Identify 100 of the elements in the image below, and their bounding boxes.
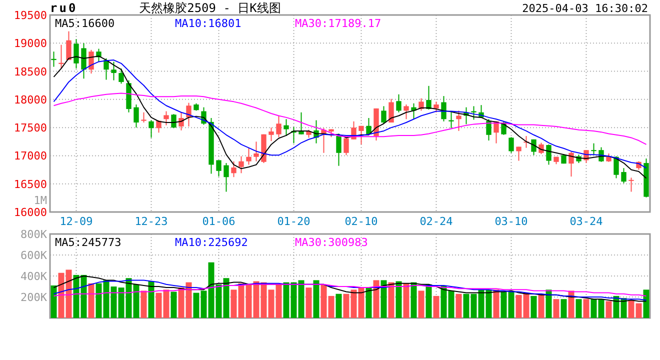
line-series — [53, 284, 647, 296]
x-tick-label: 03-10 — [494, 215, 528, 228]
bar — [560, 299, 567, 318]
candlestick — [284, 118, 289, 137]
candlestick — [118, 68, 124, 84]
candlestick — [104, 58, 109, 80]
candlestick — [591, 142, 596, 156]
bar — [546, 290, 552, 318]
chart-subtitle: ru0 — [50, 1, 78, 15]
text: MA10:225692 — [175, 236, 248, 249]
candlestick — [224, 162, 229, 192]
x-tick-label: 12-23 — [134, 215, 168, 228]
bar — [643, 290, 650, 318]
bar — [380, 280, 387, 318]
bar — [576, 299, 582, 318]
y-tick-label: 17500 — [14, 122, 47, 135]
candlestick — [471, 106, 476, 120]
candlestick — [246, 147, 252, 166]
y-tick-label: 16500 — [14, 178, 47, 191]
candlestick — [141, 112, 146, 124]
text: MA5:245773 — [55, 236, 122, 249]
candlestick — [164, 110, 169, 126]
candlestick — [268, 127, 274, 142]
x-tick-label: 02-24 — [420, 215, 454, 228]
bar — [366, 288, 372, 318]
text: 2025-04-03 16:30:02 — [522, 2, 648, 15]
candlestick — [66, 30, 72, 61]
candlestick — [231, 160, 236, 178]
chart-title: 天然橡胶2509 - 日K线图 — [139, 1, 281, 15]
candlestick — [568, 151, 574, 178]
y-tick-label: 200K — [20, 291, 48, 304]
bar — [140, 290, 147, 318]
candlestick — [404, 104, 409, 120]
candlestick — [434, 101, 439, 113]
candlestick — [614, 156, 619, 179]
bar — [170, 292, 177, 318]
bar — [336, 294, 342, 318]
candlestick — [58, 44, 64, 69]
bar — [388, 282, 394, 318]
x-tick-label: 03-24 — [570, 215, 604, 228]
bar — [538, 294, 544, 318]
candlestick — [111, 61, 116, 81]
candlestick — [51, 51, 56, 68]
candlestick — [628, 177, 634, 192]
bar — [373, 280, 380, 318]
candlestick — [516, 146, 522, 162]
bar — [313, 280, 320, 318]
y-tick-label: 400K — [20, 270, 48, 283]
candlestick — [216, 160, 222, 178]
text: MA30:300983 — [295, 236, 368, 249]
candlestick — [546, 144, 552, 166]
y-tick-label: 19000 — [14, 37, 47, 50]
bar — [426, 284, 432, 318]
candlestick — [344, 137, 349, 156]
y-tick-label: 600K — [20, 249, 48, 262]
candlestick — [508, 136, 514, 154]
candlestick — [74, 38, 79, 69]
y-tick-label: 17000 — [14, 150, 47, 163]
text: MA5:16600 — [55, 17, 115, 30]
candlestick — [186, 102, 192, 127]
candlestick — [381, 106, 386, 124]
text: MA30:17189.17 — [295, 17, 382, 30]
candlestick — [486, 118, 492, 142]
bar — [88, 283, 94, 318]
candlestick — [238, 156, 244, 174]
x-tick-label: 02-10 — [344, 215, 378, 228]
bar — [433, 296, 440, 318]
candlestick — [171, 114, 176, 129]
bar — [410, 282, 417, 318]
y-tick-label: 18000 — [14, 93, 47, 106]
bar — [606, 301, 612, 318]
candlestick — [254, 141, 259, 162]
candlestick — [358, 125, 364, 145]
bar — [403, 283, 410, 318]
y-tick-label: 16000 — [14, 206, 47, 219]
candlestick — [426, 85, 432, 110]
candlestick — [336, 133, 342, 166]
candlestick — [178, 112, 184, 131]
bar — [456, 294, 462, 318]
bar — [553, 299, 560, 318]
y-tick-label: 19500 — [14, 9, 47, 22]
text: MA10:16801 — [175, 17, 242, 30]
bar — [396, 281, 402, 318]
bar — [306, 288, 312, 318]
candlestick — [276, 115, 282, 138]
y-tick-label: 800K — [20, 228, 48, 241]
candlestick — [396, 94, 402, 113]
candlestick — [456, 110, 462, 132]
candlestick — [156, 120, 162, 134]
candlestick — [134, 104, 139, 128]
bar — [583, 299, 590, 318]
candlestick — [148, 120, 154, 138]
x-tick-label: 01-06 — [202, 215, 236, 228]
candlestick — [81, 42, 86, 80]
bar — [493, 290, 500, 318]
candlestick — [621, 168, 626, 184]
bar — [148, 281, 154, 318]
bar — [50, 285, 57, 318]
candlestick — [441, 96, 446, 122]
x-tick-label: 12-09 — [60, 215, 93, 228]
